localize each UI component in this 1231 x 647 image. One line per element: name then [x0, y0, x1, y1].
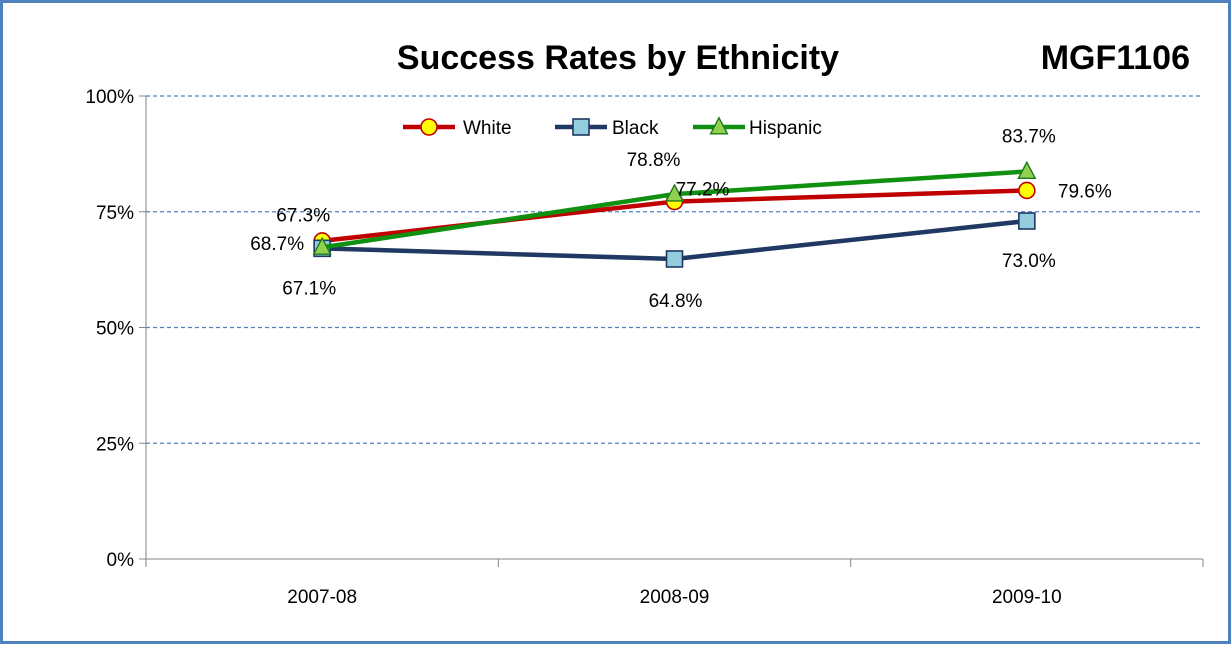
data-label-hispanic: 67.3% [276, 205, 330, 226]
x-tick-label: 2009-10 [992, 587, 1062, 608]
data-label-black: 64.8% [649, 291, 703, 312]
gridlines [146, 95, 1203, 444]
data-labels: 68.7% 77.2% 79.6% 67.1% 64.8% 73.0% 67.3% 78.8%… [250, 126, 1112, 312]
axes: 0% 25% 50% 75% 100% 2007-08 2008-09 2009-10 [85, 87, 1204, 608]
legend-marker-black [572, 118, 590, 136]
legend-label-black: Black [612, 118, 659, 139]
data-label-white: 79.6% [1058, 181, 1112, 202]
y-tick-label: 0% [107, 550, 135, 571]
marker-black [1018, 212, 1036, 230]
legend-label-hispanic: Hispanic [749, 118, 822, 139]
legend-label-white: White [463, 118, 512, 139]
marker-hispanic [1017, 160, 1037, 179]
marker-hispanic [312, 236, 332, 255]
line-chart: Success Rates by Ethnicity MGF1106 0% 25%… [85, 39, 1204, 608]
y-tick-label: 25% [96, 434, 134, 455]
data-label-white: 68.7% [250, 234, 304, 255]
x-tick-label: 2007-08 [287, 587, 357, 608]
y-tick-label: 50% [96, 319, 134, 340]
y-tick-label: 75% [96, 203, 134, 224]
data-label-black: 67.1% [282, 278, 336, 299]
chart-subtitle: MGF1106 [1041, 39, 1190, 77]
x-tick-label: 2008-09 [640, 587, 710, 608]
marker-white [1018, 181, 1036, 200]
legend-marker-white [420, 118, 438, 136]
data-label-black: 73.0% [1002, 251, 1056, 272]
marker-hispanic [664, 183, 685, 202]
chart-title: Success Rates by Ethnicity [397, 39, 839, 77]
marker-black [665, 250, 684, 268]
series-group [312, 160, 1037, 268]
data-label-hispanic: 78.8% [627, 150, 681, 171]
y-tick-label: 100% [85, 87, 134, 108]
data-label-hispanic: 83.7% [1002, 126, 1056, 147]
legend: White Black Hispanic [403, 116, 822, 139]
legend-marker-hispanic [709, 116, 729, 135]
data-label-white: 77.2% [676, 180, 730, 201]
